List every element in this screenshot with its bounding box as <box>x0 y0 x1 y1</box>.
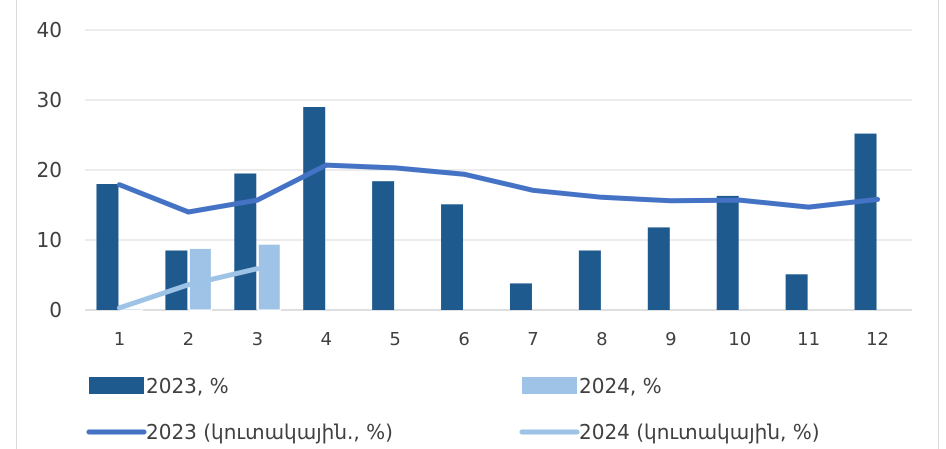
bar-2024-3 <box>257 243 281 311</box>
bar-2023-6 <box>441 204 464 310</box>
bar-2023-11 <box>785 274 808 310</box>
x-tick-label: 11 <box>797 329 820 350</box>
x-tick-label: 4 <box>320 329 331 350</box>
x-tick-label: 6 <box>458 329 469 350</box>
bar-2023-3 <box>234 173 257 310</box>
line-2024-cumulative <box>116 266 260 311</box>
legend-label-2024-bar: 2024, % <box>579 374 662 398</box>
bar-2023-8 <box>578 250 601 310</box>
bar-2023-10 <box>716 195 739 310</box>
legend-swatch-2023-bar <box>89 377 144 394</box>
line-2023-cumulative <box>116 162 881 215</box>
legend-label-2023-cumulative: 2023 (կուտակային., %) <box>146 420 393 444</box>
x-tick-label: 5 <box>389 329 400 350</box>
legend-swatch-2024-bar <box>522 377 577 394</box>
bar-2023-9 <box>647 227 670 310</box>
chart-frame <box>16 0 939 449</box>
y-tick-label: 40 <box>37 18 62 42</box>
grid <box>85 29 912 311</box>
legend-label-2024-cumulative: 2024 (կուտակային, %) <box>579 420 820 444</box>
lines <box>116 162 881 311</box>
y-axis-ticks: 0 10 20 30 40 <box>37 18 62 322</box>
x-tick-label: 9 <box>665 329 676 350</box>
bar-2023-7 <box>509 283 532 310</box>
y-tick-label: 0 <box>49 298 62 322</box>
y-tick-label: 30 <box>37 88 62 112</box>
y-tick-label: 10 <box>37 228 62 252</box>
legend: 2023, % 2024, % 2023 (կուտակային., %) 20… <box>86 374 820 444</box>
bars <box>96 107 877 311</box>
x-tick-label: 3 <box>252 329 263 350</box>
x-tick-label: 12 <box>866 329 889 350</box>
bar-2023-12 <box>854 133 877 310</box>
bar-2023-1 <box>96 184 119 310</box>
x-tick-label: 10 <box>728 329 751 350</box>
x-tick-label: 1 <box>114 329 125 350</box>
y-tick-label: 20 <box>37 158 62 182</box>
x-tick-label: 8 <box>596 329 607 350</box>
x-tick-label: 2 <box>183 329 194 350</box>
legend-label-2023-bar: 2023, % <box>146 374 229 398</box>
bar-2023-5 <box>372 181 395 310</box>
x-axis-ticks: 1 2 3 4 5 6 7 8 9 10 11 12 <box>114 329 889 350</box>
x-tick-label: 7 <box>527 329 538 350</box>
bar-2023-2 <box>165 250 188 310</box>
bar-2023-4 <box>303 107 326 310</box>
